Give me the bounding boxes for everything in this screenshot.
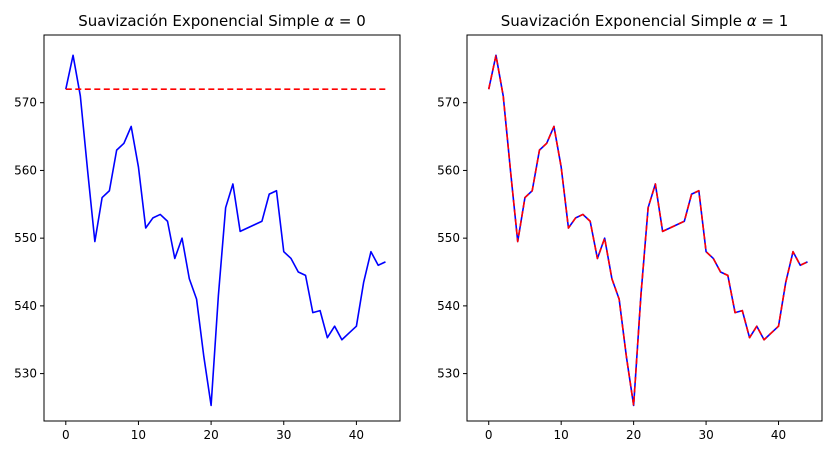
y-tick-label: 540 (14, 299, 37, 313)
chart-panel-alpha-0: Suavización Exponencial Simple α = 0 0 10 2… (14, 12, 401, 442)
x-tick-label: 10 (131, 428, 146, 442)
y-tick-label: 550 (14, 231, 37, 245)
chart-title-value: = 0 (334, 12, 366, 30)
y-tick-label: 560 (437, 163, 460, 177)
x-tick-label: 20 (626, 428, 641, 442)
y-tick-label: 570 (437, 96, 460, 110)
x-tick-label: 30 (276, 428, 291, 442)
series-line-smoothed (487, 54, 808, 407)
chart-title: Suavización Exponencial Simple α = 0 (78, 12, 366, 30)
chart-title-alpha-symbol: α (324, 12, 334, 30)
y-tick-label: 560 (14, 163, 37, 177)
x-tick-label: 40 (349, 428, 364, 442)
series-line-observed (487, 54, 808, 407)
y-tick-label: 540 (437, 299, 460, 313)
y-tick-label: 570 (14, 96, 37, 110)
chart-title-value: = 1 (757, 12, 789, 30)
x-tick-label: 0 (485, 428, 493, 442)
x-tick-label: 20 (203, 428, 218, 442)
chart-title-text: Suavización Exponencial Simple (78, 12, 324, 30)
chart-panel-alpha-1: Suavización Exponencial Simple α = 1 0 10 2… (437, 12, 823, 442)
y-tick-label: 530 (437, 367, 460, 381)
axes-frame (43, 34, 401, 422)
x-tick-label: 30 (698, 428, 713, 442)
x-tick-label: 40 (771, 428, 786, 442)
x-tick-label: 0 (62, 428, 70, 442)
chart-title-alpha-symbol: α (747, 12, 757, 30)
axes-frame (466, 34, 823, 422)
chart-title: Suavización Exponencial Simple α = 1 (501, 12, 789, 30)
x-tick-label: 10 (554, 428, 569, 442)
chart-title-text: Suavización Exponencial Simple (501, 12, 747, 30)
y-tick-label: 550 (437, 231, 460, 245)
series-line-observed (65, 54, 386, 407)
y-tick-label: 530 (14, 367, 37, 381)
